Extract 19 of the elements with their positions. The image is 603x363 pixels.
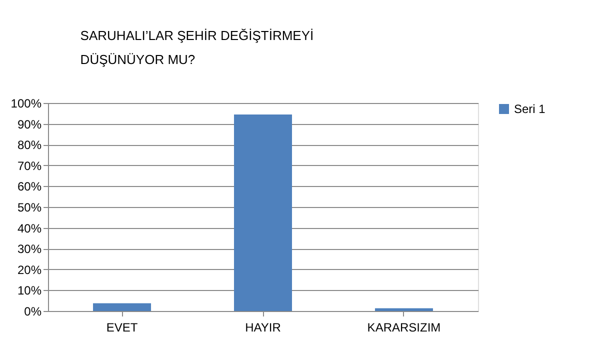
y-tick-label: 100% <box>10 96 42 110</box>
legend-label: Seri 1 <box>514 102 546 116</box>
bar <box>234 114 292 311</box>
x-tick-label: EVET <box>106 320 138 334</box>
y-tick-label: 30% <box>17 242 42 256</box>
y-tick-label: 60% <box>17 180 42 194</box>
y-tick-label: 20% <box>17 262 42 277</box>
y-tick-label: 40% <box>17 221 42 236</box>
y-tick-label: 50% <box>17 200 42 214</box>
y-tick-label: 0% <box>24 304 42 318</box>
bar <box>93 303 152 311</box>
y-tick-label: 90% <box>17 117 42 132</box>
x-tick-label: KARARSIZIM <box>367 320 441 334</box>
bar <box>374 308 433 311</box>
chart-title: SARUHALI’LAR ŞEHİR DEĞİŞTİRMEYİ DÜŞÜNÜYOR MU? <box>80 28 314 67</box>
y-tick-label: 80% <box>17 138 42 152</box>
y-tick-label: 10% <box>17 284 42 298</box>
y-tick-label: 70% <box>17 158 42 173</box>
x-tick-label: HAYIR <box>245 320 282 334</box>
